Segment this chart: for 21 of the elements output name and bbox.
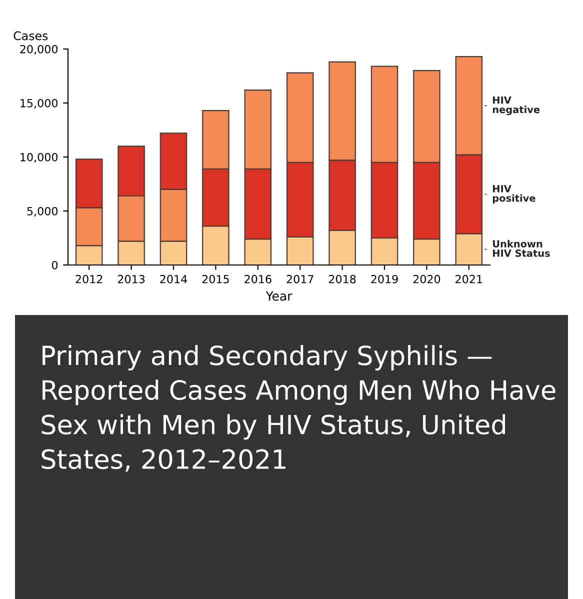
x-axis-title: Year (266, 291, 292, 301)
x-tick-label: 2014 (160, 274, 188, 284)
y-tick-label: 0 (52, 260, 58, 270)
series-label: HIV negative (492, 96, 540, 116)
x-tick-label: 2015 (202, 274, 229, 284)
y-axis-title: Cases (14, 31, 48, 40)
y-tick-label: 5,000 (27, 206, 58, 217)
y-tick-label: 15,000 (20, 98, 58, 109)
x-tick-label: 2012 (76, 274, 102, 284)
x-tick-label: 2018 (328, 274, 356, 284)
series-label: Unknown HIV Status (493, 240, 550, 257)
x-tick-label: 2017 (286, 274, 314, 284)
x-tick-label: 2016 (244, 274, 272, 284)
y-tick-label: 10,000 (20, 152, 58, 163)
x-tick-label: 2020 (413, 274, 440, 284)
x-tick-label: 2013 (118, 274, 145, 284)
y-tick-label: 20,000 (20, 44, 58, 55)
text: Primary and Secondary Syphilis — Reported Cases Among Men Who Have Sex with Men by HIV Status, United States, 2012–2021 (42, 345, 556, 472)
x-tick-label: 2021 (456, 274, 482, 284)
x-tick-label: 2019 (371, 274, 398, 284)
series-label: HIV positive (492, 185, 536, 204)
